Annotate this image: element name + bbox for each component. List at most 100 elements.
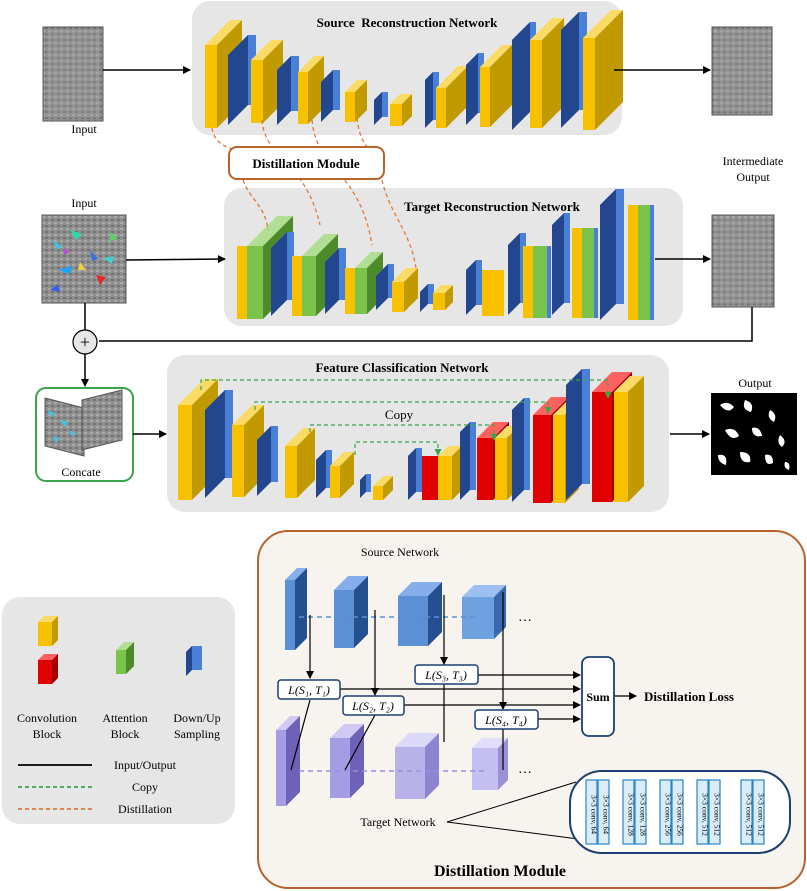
svg-text:Sum: Sum <box>586 690 609 704</box>
intermediate-output-image <box>711 26 773 116</box>
output-label: Output <box>738 376 772 390</box>
svg-text:L(S₂, T₂): L(S₂, T₂) <box>351 699 394 713</box>
source-sampling-block <box>277 56 299 125</box>
target-conv-block <box>523 246 533 318</box>
target-sampling-block <box>420 284 434 312</box>
feature-conv-block <box>330 452 354 498</box>
svg-text:3×3 conv, 256: 3×3 conv, 256 <box>664 793 673 836</box>
distillation-module-box <box>228 146 385 180</box>
conv-layer-box: 3×3 conv, 512 <box>740 779 754 845</box>
target-attention-block <box>582 228 594 318</box>
target-sampling-block <box>466 260 482 315</box>
legend: Convolution Block Attention Block Down/U… <box>17 616 221 816</box>
source-conv-block <box>436 66 468 128</box>
target-sampling-block <box>376 264 394 310</box>
source-cube-4 <box>462 585 506 639</box>
intermediate-output-label-1: Intermediate <box>723 154 784 168</box>
source-conv-block <box>345 80 367 122</box>
feature-sampling-block <box>566 369 590 500</box>
conv-layer-box: 3×3 conv, 512 <box>752 779 766 845</box>
legend-attention-block <box>116 642 134 674</box>
svg-text:3×3 conv, 256: 3×3 conv, 256 <box>676 793 685 836</box>
svg-text:L(S₁, T₁): L(S₁, T₁) <box>287 683 330 697</box>
conv-layer-box: 3×3 conv, 512 <box>696 779 710 845</box>
feature-network-title: Feature Classification Network <box>315 360 489 375</box>
feature-conv-block <box>285 428 315 498</box>
legend-red-block <box>38 654 58 684</box>
legend-sampling-label-1: Down/Up <box>173 711 220 725</box>
target-sampling-block <box>600 189 624 320</box>
feature-conv-block <box>373 476 393 500</box>
ellipsis-top: … <box>518 610 532 625</box>
conv-layer-box: 3×3 conv, 128 <box>634 779 648 845</box>
loss-box-2: L(S₂, T₂) <box>342 695 405 716</box>
target-conv-block <box>433 285 453 310</box>
legend-conv-label-1: Convolution <box>17 711 77 725</box>
feature-sampling-block <box>257 426 278 496</box>
layer-blocks <box>178 10 654 503</box>
conv-layer-box: 3×3 conv, 128 <box>622 779 636 845</box>
target-conv-block <box>572 228 582 318</box>
legend-io-label: Input/Output <box>114 758 177 772</box>
target-conv-block <box>482 270 504 316</box>
target-conv-block <box>392 268 418 312</box>
feature-sampling-block <box>408 448 422 500</box>
source-cube-3 <box>398 582 442 646</box>
target-network-title: Target Reconstruction Network <box>404 199 580 214</box>
output-mask-image <box>711 393 797 475</box>
target-sampling-block <box>547 246 551 318</box>
source-conv-block <box>530 18 564 128</box>
source-network-label: Source Network <box>361 545 439 559</box>
legend-attention-label-2: Block <box>111 727 140 741</box>
module-connectors <box>290 592 637 771</box>
loss-box-1: L(S₁, T₁) <box>277 679 341 700</box>
legend-conv-block <box>38 616 58 646</box>
svg-text:3×3 conv, 512: 3×3 conv, 512 <box>713 793 722 836</box>
arrow-input-to-target <box>125 255 226 264</box>
copy-lines <box>200 379 612 456</box>
ellipsis-bottom: … <box>518 762 532 777</box>
target-conv-block <box>345 268 355 314</box>
loss-box-3: L(S₃, T₃) <box>414 664 479 685</box>
target-attention-block <box>533 246 547 318</box>
concate-label: Concate <box>61 465 100 479</box>
feature-sampling-block <box>360 474 371 498</box>
source-sampling-block <box>321 70 340 122</box>
line-intermediate-to-plus <box>99 307 753 342</box>
target-conv-block <box>628 205 638 320</box>
concate-images <box>44 389 123 457</box>
feature-conv-block <box>614 376 644 502</box>
source-sampling-block <box>374 92 388 125</box>
feature-output-block <box>422 456 438 500</box>
svg-text:L(S₃, T₃): L(S₃, T₃) <box>424 668 467 682</box>
target-cube-3 <box>395 733 439 799</box>
svg-text:3×3 conv, 128: 3×3 conv, 128 <box>639 793 648 836</box>
conv-layer-box: 3×3 conv, 64 <box>597 779 611 845</box>
legend-sampling-block <box>186 646 202 676</box>
plus-sign: + <box>80 332 90 352</box>
svg-text:3×3 conv, 512: 3×3 conv, 512 <box>745 793 754 836</box>
legend-sampling-label-2: Sampling <box>174 727 220 741</box>
source-conv-block <box>583 10 623 130</box>
copy-label-bg <box>378 405 422 423</box>
legend-attention-label-1: Attention <box>102 711 147 725</box>
legend-conv-label-2: Block <box>33 727 62 741</box>
loss-box-4: L(S₄, T₄) <box>474 709 539 730</box>
svg-text:3×3 conv, 128: 3×3 conv, 128 <box>627 793 636 836</box>
target-sampling-block <box>552 213 570 315</box>
copy-label: Copy <box>385 407 414 422</box>
target-sampling-block <box>325 248 346 314</box>
intermediate-output-label-2: Output <box>736 170 770 184</box>
source-network-title: Source Reconstruction Network <box>317 15 498 30</box>
source-conv-block <box>390 94 412 126</box>
source-cube-2 <box>334 576 368 648</box>
distillation-module-box-label: Distillation Module <box>252 156 359 171</box>
target-conv-block <box>237 246 247 319</box>
svg-text:3×3 conv, 512: 3×3 conv, 512 <box>757 793 766 836</box>
module-dashed-connectors <box>299 616 488 772</box>
module-cubes <box>276 568 508 806</box>
target-cube-1 <box>276 716 300 806</box>
conv-layer-box: 3×3 conv, 256 <box>671 779 685 845</box>
source-cube-1 <box>285 568 307 650</box>
target-cube-2 <box>330 724 364 798</box>
